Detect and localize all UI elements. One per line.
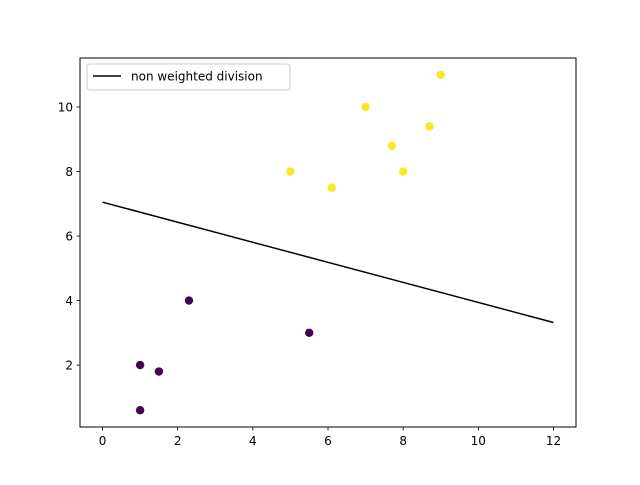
y-axis-ticks: 2 4 6 8 10 [58, 100, 80, 372]
y-tick-label: 2 [65, 358, 73, 372]
scatter-point [436, 70, 445, 79]
x-tick-label: 10 [471, 434, 486, 448]
scatter-point [135, 406, 145, 415]
scatter-point [327, 183, 336, 192]
x-tick-label: 8 [399, 434, 407, 448]
plot-frame [79, 57, 577, 428]
x-tick-label: 12 [546, 434, 561, 448]
division-line [102, 201, 554, 324]
scatter-point [135, 360, 145, 370]
series-layer [102, 70, 554, 415]
scatter-point [425, 122, 434, 131]
scatter-point [398, 167, 408, 176]
y-tick-label: 10 [58, 100, 73, 114]
x-tick-label: 6 [324, 434, 332, 448]
scatter-point [286, 167, 295, 176]
legend: non weighted division [86, 63, 291, 91]
legend-box [86, 63, 291, 91]
legend-label: non weighted division [131, 70, 263, 84]
scatter-point [184, 296, 194, 305]
plot-area [80, 58, 576, 427]
y-tick-label: 4 [65, 294, 73, 308]
scatter-point [387, 141, 397, 150]
scatter-point [361, 102, 370, 112]
scatter-point [154, 367, 164, 376]
y-tick-label: 8 [65, 165, 73, 179]
x-tick-label: 4 [249, 434, 257, 448]
scatter-point [305, 328, 314, 338]
y-tick-label: 6 [65, 229, 73, 243]
x-axis-ticks: 0 2 4 6 8 10 12 [99, 427, 561, 448]
x-tick-label: 0 [99, 434, 107, 448]
x-tick-label: 2 [174, 434, 182, 448]
